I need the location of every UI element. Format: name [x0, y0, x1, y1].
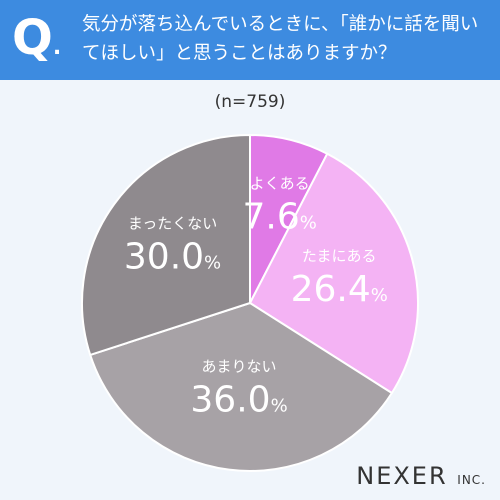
slice-category-label: よくある: [250, 175, 310, 193]
slice-category-label: まったくない: [128, 215, 217, 233]
nexer-logo: NEXER INC.: [356, 462, 486, 490]
question-text: 気分が落ち込んでいるときに、「誰かに話を聞いてほしい」と思うことはありますか？: [82, 14, 479, 64]
slice-value-label: 36.0%: [190, 380, 287, 421]
slice-value-label: 7.6%: [242, 197, 316, 238]
pie-slice: [81, 133, 251, 357]
question-header: Q. 気分が落ち込んでいるときに、「誰かに話を聞いてほしい」と思うことはあります…: [0, 0, 500, 80]
slice-category-label: あまりない: [202, 358, 277, 376]
pie-slice: [88, 301, 394, 472]
pie-slice: [248, 152, 419, 395]
q-mark: Q.: [12, 10, 62, 66]
sample-size-label: (n=759): [214, 92, 286, 112]
slice-category-label: たまにある: [302, 247, 377, 265]
